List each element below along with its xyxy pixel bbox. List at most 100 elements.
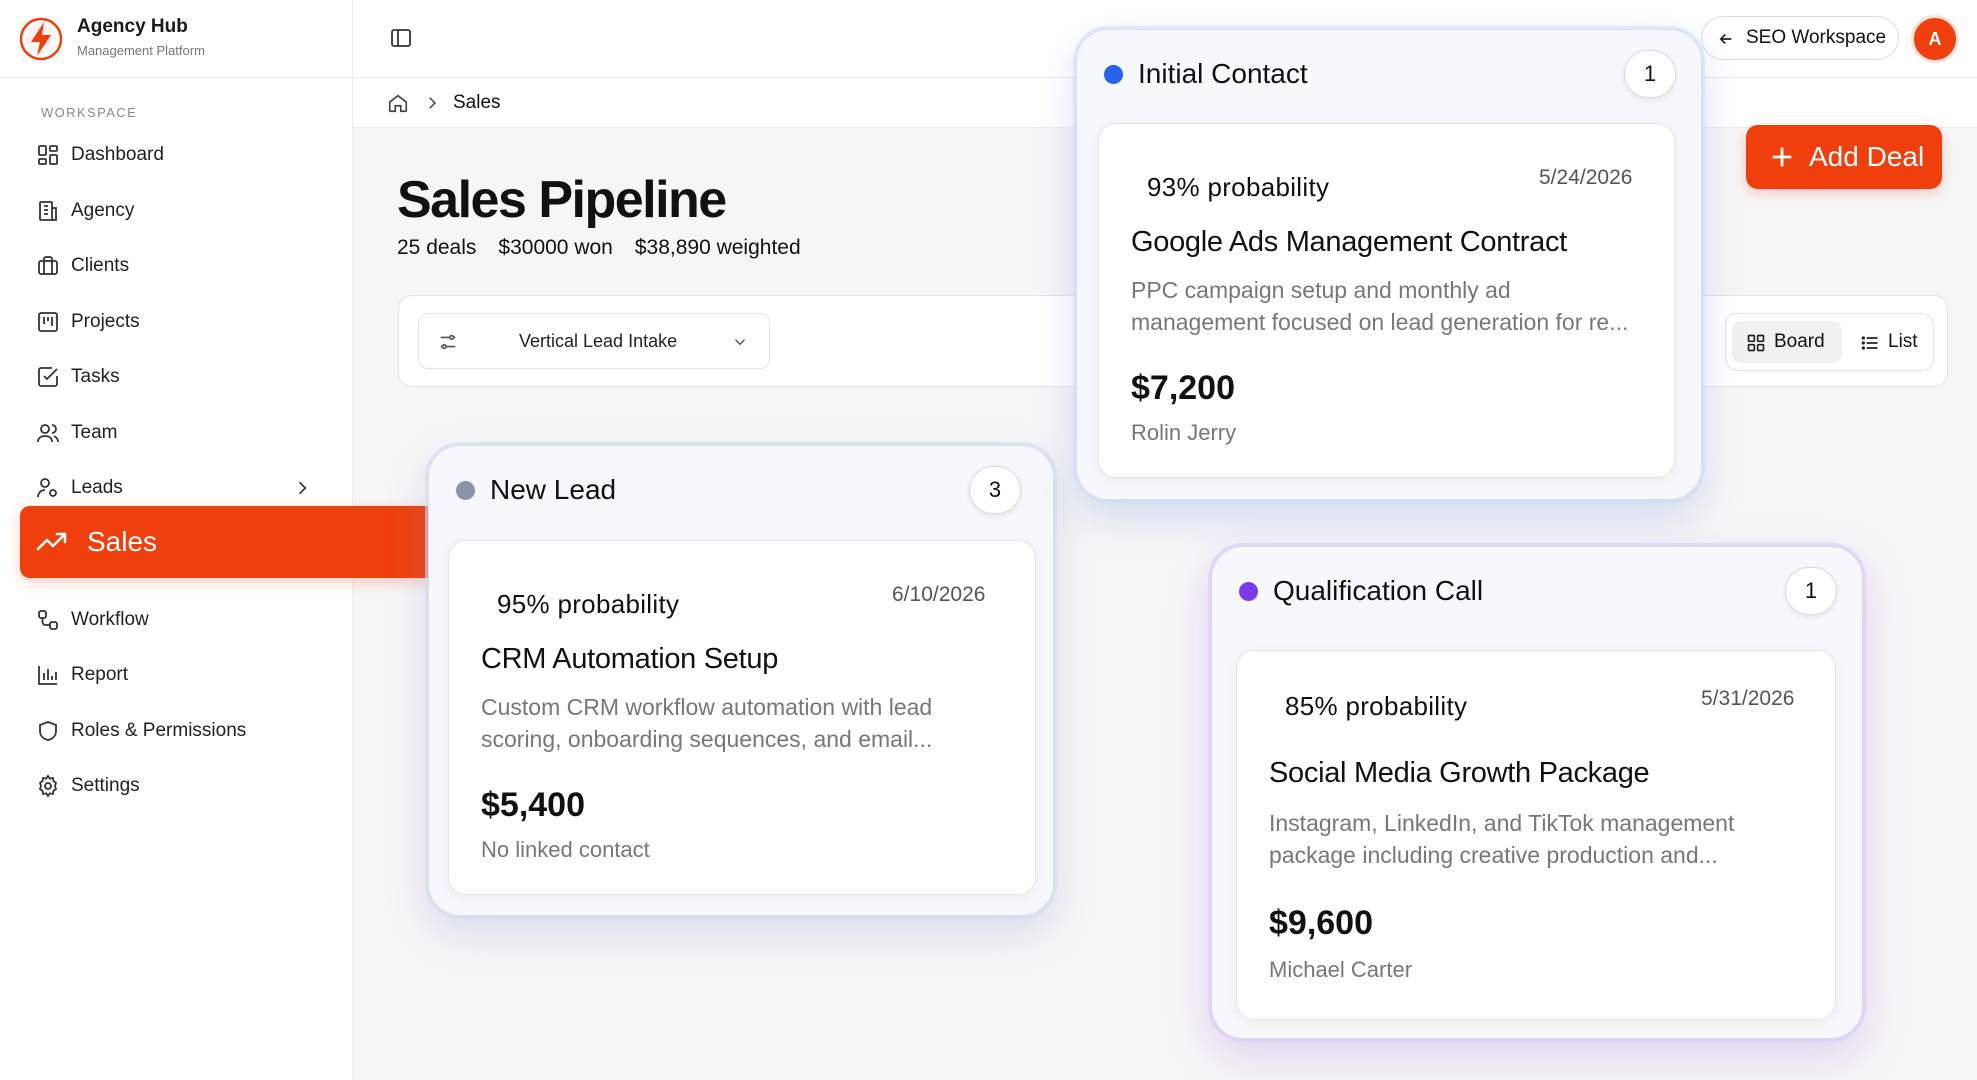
stage-title: Initial Contact [1138, 58, 1308, 89]
pipeline-select[interactable]: Vertical Lead Intake [418, 313, 770, 369]
brand-header[interactable]: Agency Hub Management Platform [0, 0, 353, 78]
checkbox-icon [36, 365, 60, 389]
grid-icon [1746, 333, 1766, 353]
view-toggle: Board List [1725, 313, 1934, 371]
chevron-right-icon[interactable] [292, 478, 312, 498]
sidebar-item-agency[interactable]: Agency [20, 186, 340, 236]
workflow-icon [36, 608, 60, 632]
deal-date: 5/24/2026 [1539, 166, 1633, 189]
user-plus-icon [36, 476, 60, 500]
sidebar-item-label: Agency [71, 200, 135, 221]
avatar[interactable]: A [1911, 15, 1959, 63]
stage-header: Qualification Call 1 [1212, 547, 1862, 637]
building-icon [36, 199, 60, 223]
brand-name: Agency Hub [77, 16, 188, 37]
plus-icon [1768, 143, 1796, 171]
deal-description-line: PPC campaign setup and monthly ad [1131, 277, 1511, 303]
sidebar-item-settings[interactable]: Settings [20, 761, 340, 811]
list-view-button[interactable]: List [1846, 321, 1928, 363]
page-title: Sales Pipeline [397, 171, 727, 229]
deal-description-line: Instagram, LinkedIn, and TikTok manageme… [1269, 810, 1735, 836]
kanban-icon [36, 310, 60, 334]
deal-probability: 93% probability [1147, 172, 1330, 202]
stage-header: Initial Contact 1 [1077, 30, 1701, 120]
sidebar-toggle-icon[interactable] [389, 26, 413, 50]
deal-description: Custom CRM workflow automation with lead… [481, 691, 932, 755]
gear-icon [36, 774, 60, 798]
stage-initial-contact: Initial Contact 1 93% probability 5/24/2… [1076, 29, 1702, 500]
shield-icon [36, 719, 60, 743]
sidebar-item-leads[interactable]: Leads [20, 463, 340, 513]
home-icon[interactable] [387, 92, 409, 114]
lightning-logo-icon [18, 16, 64, 62]
deal-probability: 85% probability [1285, 691, 1468, 721]
sidebar-item-label: Team [71, 422, 118, 443]
list-view-label: List [1888, 331, 1918, 352]
deal-description: Instagram, LinkedIn, and TikTok manageme… [1269, 807, 1734, 871]
deal-date: 5/31/2026 [1701, 687, 1795, 710]
sidebar-item-team[interactable]: Team [20, 408, 340, 458]
stage-count-badge: 1 [1785, 567, 1837, 615]
deal-card[interactable]: 85% probability 5/31/2026 Social Media G… [1236, 650, 1836, 1020]
sidebar-item-label: Tasks [71, 366, 120, 387]
users-icon [36, 421, 60, 445]
sidebar-item-label: Dashboard [71, 144, 164, 165]
deals-count: 25 deals [397, 236, 477, 259]
sidebar-item-tasks[interactable]: Tasks [20, 352, 340, 402]
sidebar-item-label: Leads [71, 477, 123, 498]
deal-amount: $9,600 [1269, 904, 1373, 942]
deal-probability: 95% probability [497, 589, 680, 619]
board-view-label: Board [1774, 331, 1825, 352]
deal-description-line: management focused on lead generation fo… [1131, 309, 1629, 335]
dashboard-icon [36, 143, 60, 167]
stage-color-dot [456, 481, 475, 500]
sidebar-item-projects[interactable]: Projects [20, 297, 340, 347]
sidebar-item-label: Report [71, 664, 129, 685]
sliders-icon [437, 331, 459, 353]
stage-new-lead: New Lead 3 95% probability 6/10/2026 CRM… [428, 445, 1054, 916]
sidebar-item-sales[interactable]: Sales [20, 506, 460, 578]
chevron-down-icon [731, 333, 749, 351]
list-icon [1860, 333, 1880, 353]
add-deal-button[interactable]: Add Deal [1746, 125, 1942, 189]
deal-amount: $5,400 [481, 786, 585, 824]
deal-description-line: package including creative production an… [1269, 842, 1718, 868]
deal-card[interactable]: 93% probability 5/24/2026 Google Ads Man… [1098, 123, 1675, 478]
stage-title: New Lead [490, 474, 617, 505]
deal-description-line: Custom CRM workflow automation with lead [481, 694, 933, 720]
workspace-label: SEO Workspace [1746, 27, 1887, 48]
bar-chart-icon [36, 663, 60, 687]
sidebar-item-label: Projects [71, 311, 140, 332]
deal-description: PPC campaign setup and monthly ad manage… [1131, 274, 1628, 338]
pipeline-stats: 25 deals $30000 won $38,890 weighted [397, 236, 801, 260]
sidebar-item-roles-permissions[interactable]: Roles & Permissions [20, 706, 340, 756]
add-deal-label: Add Deal [1809, 141, 1925, 172]
sidebar-item-label: Roles & Permissions [71, 720, 247, 741]
deal-title: Social Media Growth Package [1269, 757, 1650, 789]
stage-color-dot [1239, 582, 1258, 601]
deal-amount: $7,200 [1131, 369, 1235, 407]
arrow-left-icon [1717, 30, 1735, 48]
deal-title: Google Ads Management Contract [1131, 226, 1567, 258]
trending-up-icon [36, 529, 68, 555]
sidebar-item-label: Sales [87, 526, 158, 557]
briefcase-icon [36, 254, 60, 278]
chevron-right-icon [423, 94, 441, 112]
back-to-workspace-button[interactable]: SEO Workspace [1701, 16, 1899, 60]
stage-title: Qualification Call [1273, 575, 1484, 606]
sidebar-item-label: Workflow [71, 609, 149, 630]
workspace-section-label: WORKSPACE [41, 105, 138, 120]
sidebar-item-workflow[interactable]: Workflow [20, 595, 340, 645]
sidebar-item-label: Settings [71, 775, 140, 796]
stage-qualification-call: Qualification Call 1 85% probability 5/3… [1211, 546, 1863, 1039]
board-view-button[interactable]: Board [1732, 321, 1842, 363]
stage-header: New Lead 3 [429, 446, 1053, 536]
deal-date: 6/10/2026 [892, 583, 986, 606]
stage-count-badge: 1 [1624, 50, 1676, 98]
deal-contact: No linked contact [481, 837, 650, 862]
sidebar-item-clients[interactable]: Clients [20, 241, 340, 291]
sidebar-item-report[interactable]: Report [20, 650, 340, 700]
deal-card[interactable]: 95% probability 6/10/2026 CRM Automation… [448, 540, 1036, 895]
breadcrumb-current: Sales [453, 92, 501, 113]
sidebar-item-dashboard[interactable]: Dashboard [20, 130, 340, 180]
